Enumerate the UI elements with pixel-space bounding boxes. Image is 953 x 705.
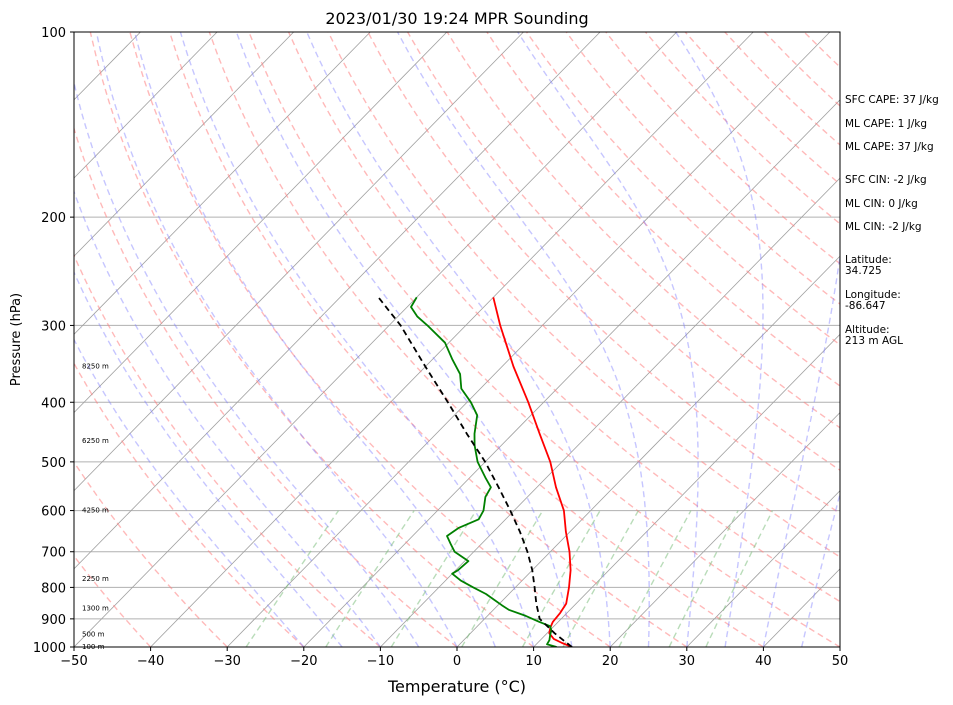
dry-adiabat: [367, 32, 840, 515]
mixing-ratio-line: [521, 510, 601, 647]
moist-adiabat: [762, 251, 840, 647]
mixing-ratio-line: [562, 510, 640, 647]
isotherm: [74, 32, 218, 179]
dry-adiabat: [486, 32, 840, 387]
height-label: 8250 m: [82, 363, 109, 371]
mixing-ratio-line: [461, 510, 544, 647]
dry-adiabat: [74, 126, 458, 647]
isotherm: [74, 32, 677, 647]
moist-adiabat: [74, 80, 420, 647]
plot-area: [74, 32, 840, 647]
dry-adiabat: [406, 32, 840, 472]
moist-adiabat: [179, 32, 535, 647]
moist-adiabat: [675, 32, 764, 647]
axes-frame: [73, 31, 841, 648]
moist-adiabat: [801, 491, 840, 647]
x-tick-label: 0: [453, 654, 461, 669]
isotherm: [74, 32, 448, 414]
height-label: 500 m: [82, 631, 105, 639]
latitude-label: Latitude: 34.725: [845, 254, 892, 277]
height-label: 2250 m: [82, 575, 109, 583]
y-tick-label: 500: [41, 456, 66, 471]
isotherm: [533, 333, 840, 647]
mixing-ratio-line: [245, 510, 340, 647]
y-tick-label: 700: [41, 546, 66, 561]
ml-cape-label-2: ML CAPE: 37 J/kg: [845, 141, 934, 153]
y-tick-label: 800: [41, 581, 66, 596]
isotherm: [686, 490, 840, 647]
temperature-line: [492, 297, 573, 647]
ml-cape-label: ML CAPE: 1 J/kg: [845, 118, 928, 130]
dry-adiabat: [74, 361, 305, 647]
dry-adiabat: [89, 32, 535, 647]
moist-adiabat: [95, 32, 458, 647]
isotherm: [150, 32, 754, 647]
y-tick-label: 300: [41, 319, 66, 334]
y-tick-label: 1000: [33, 641, 66, 656]
height-label: 1300 m: [82, 604, 109, 612]
isotherm: [609, 411, 840, 647]
isotherm: [74, 32, 601, 570]
sfc-cin-label: SFC CIN: -2 J/kg: [845, 174, 927, 186]
mixing-ratio-line: [668, 510, 739, 647]
x-tick-label: 30: [679, 654, 696, 669]
isotherm: [74, 32, 371, 335]
isotherm: [380, 177, 840, 647]
chart-title: 2023/01/30 19:24 MPR Sounding: [325, 9, 588, 28]
moist-adiabat: [74, 189, 381, 647]
x-tick-label: 40: [755, 654, 772, 669]
height-label: 4250 m: [82, 507, 109, 515]
moist-adiabat: [235, 32, 573, 647]
sfc-cape-label: SFC CAPE: 37 J/kg: [845, 94, 939, 106]
y-tick-label: 100: [41, 26, 66, 41]
mixing-ratio-line: [705, 510, 774, 647]
x-tick-label: 50: [832, 654, 849, 669]
mixing-ratio-line: [390, 510, 477, 647]
dry-adiabat: [327, 32, 840, 558]
x-tick-label: 10: [525, 654, 542, 669]
dry-adiabat: [168, 32, 688, 647]
dry-adiabat: [287, 32, 840, 603]
x-tick-label: −10: [367, 654, 394, 669]
isotherm: [456, 255, 840, 647]
dry-adiabat: [446, 32, 840, 429]
x-tick-label: −20: [290, 654, 317, 669]
x-tick-label: −50: [60, 654, 87, 669]
longitude-label: Longitude: -86.647: [845, 289, 901, 312]
isotherm: [226, 32, 831, 647]
y-tick-label: 900: [41, 613, 66, 628]
height-label: 6250 m: [82, 437, 109, 445]
ml-cin-label-2: ML CIN: -2 J/kg: [845, 221, 922, 233]
dewpoint-line: [410, 296, 557, 647]
moist-adiabat: [396, 32, 650, 647]
dry-adiabat: [129, 32, 611, 647]
x-tick-label: 20: [602, 654, 619, 669]
y-axis-label: Pressure (hPa): [9, 293, 24, 386]
isotherm: [303, 99, 840, 647]
moist-adiabat: [517, 32, 699, 647]
moist-adiabat: [134, 32, 496, 647]
y-tick-label: 200: [41, 211, 66, 226]
y-tick-label: 400: [41, 396, 66, 411]
isotherm: [74, 32, 294, 257]
isotherm: [74, 32, 524, 492]
dry-adiabat: [248, 32, 840, 647]
altitude-label: Altitude: 213 m AGL: [845, 324, 903, 347]
x-tick-label: −30: [213, 654, 240, 669]
mixing-ratio-line: [618, 510, 692, 647]
parcel-line: [377, 296, 573, 647]
dry-adiabat: [208, 32, 764, 647]
ml-cin-label: ML CIN: 0 J/kg: [845, 198, 918, 210]
mixing-ratio-line: [325, 510, 415, 647]
moist-adiabat: [306, 32, 611, 647]
dry-adiabat: [74, 253, 381, 647]
x-tick-label: −40: [137, 654, 164, 669]
y-tick-label: 600: [41, 505, 66, 520]
x-axis-label: Temperature (°C): [387, 677, 526, 696]
dry-adiabat: [74, 460, 228, 647]
